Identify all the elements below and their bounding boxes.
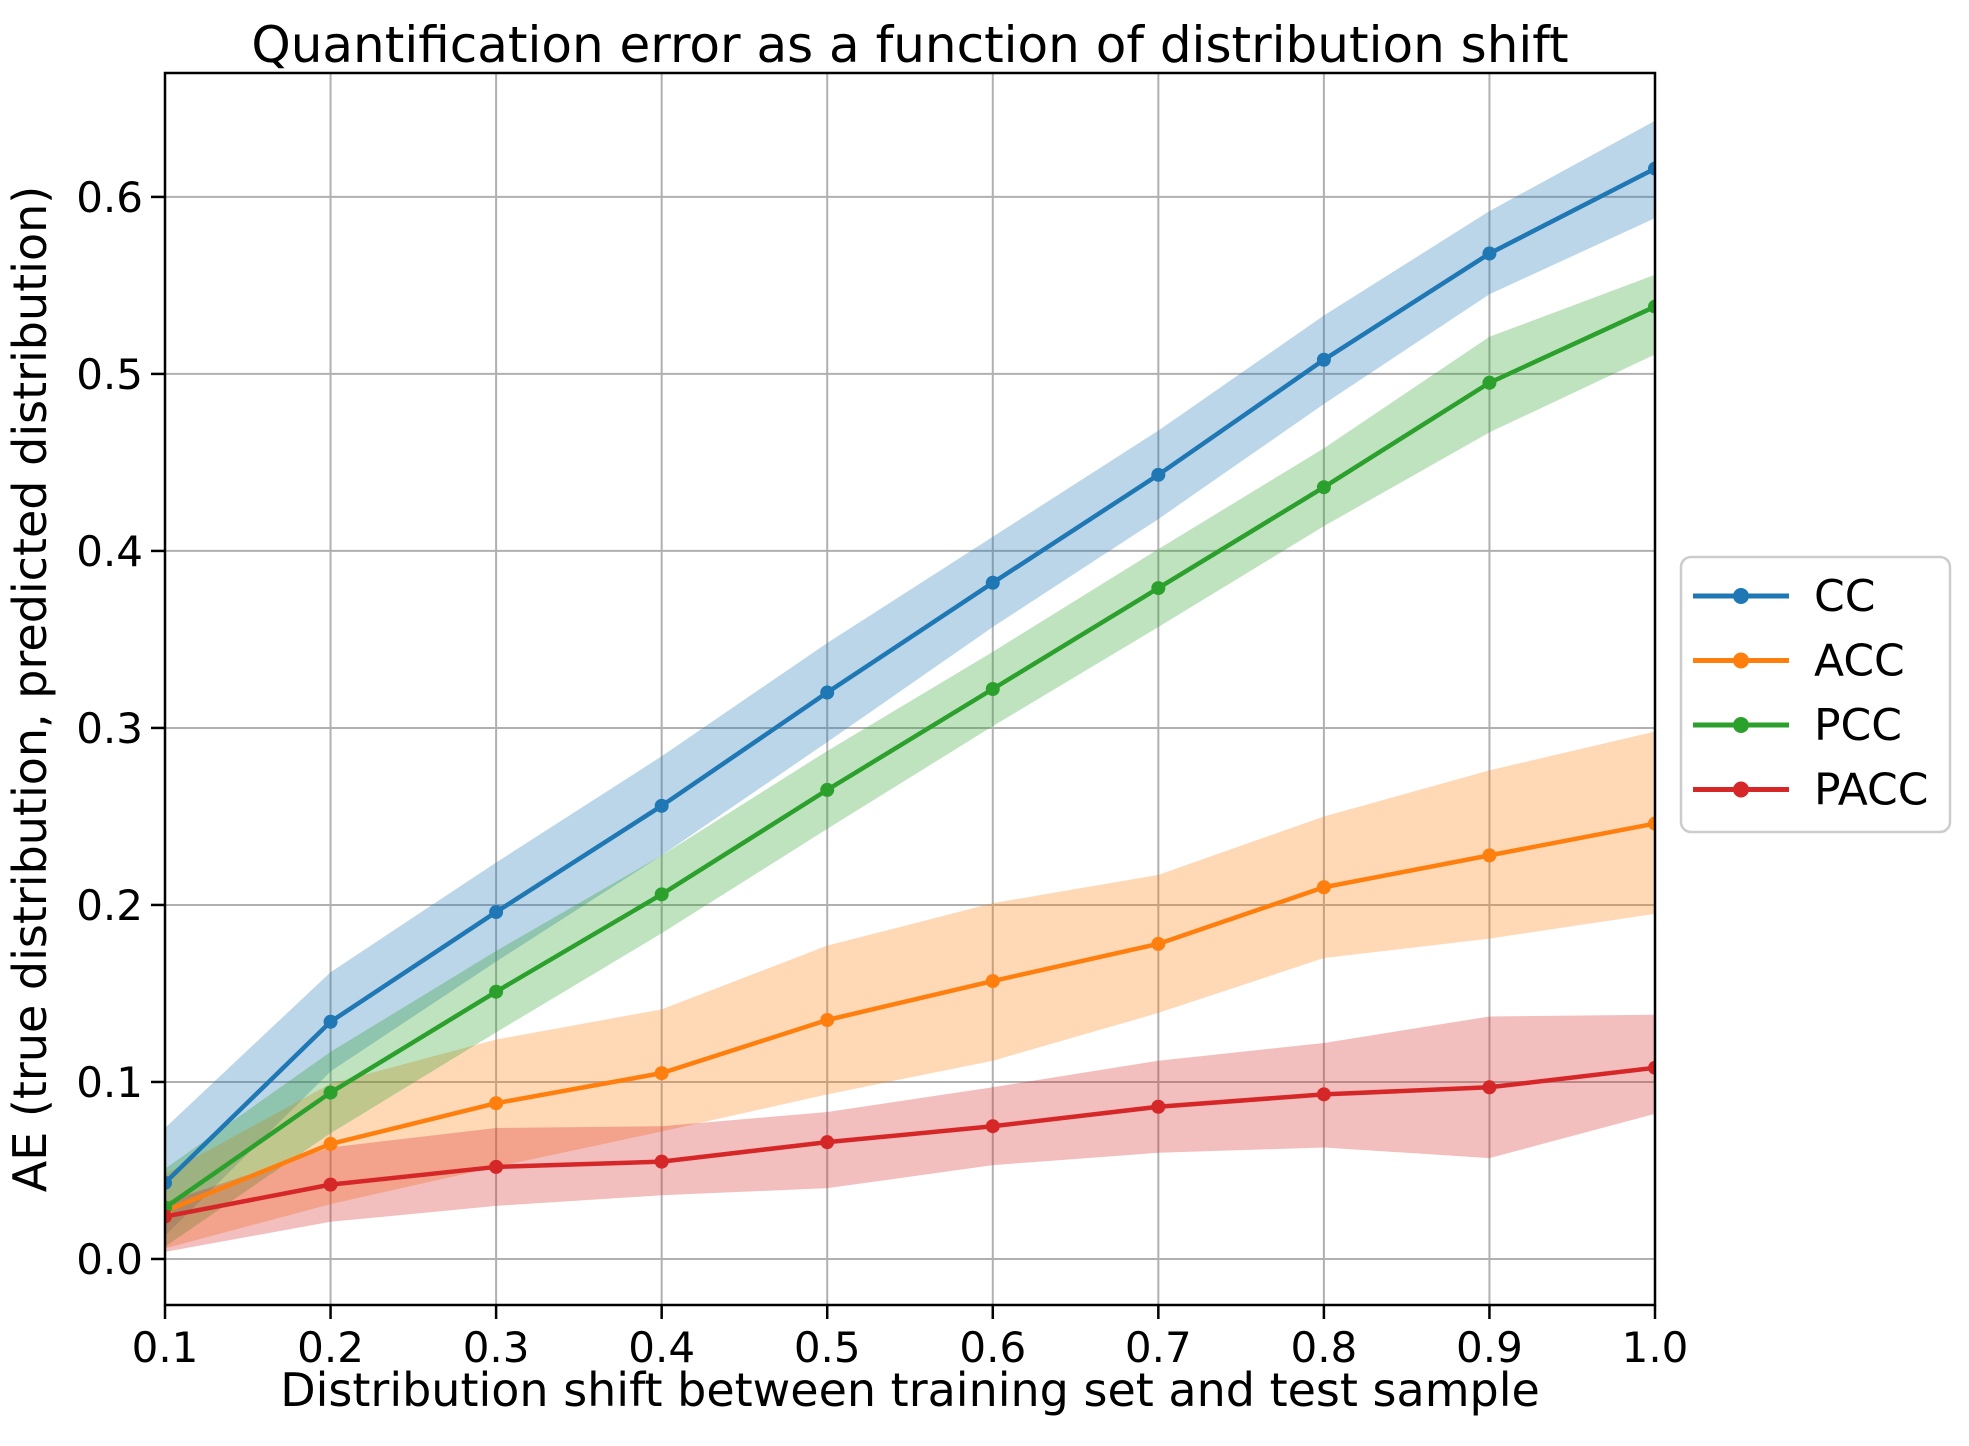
y-tick-label: 0.2 [76, 881, 143, 930]
x-tick-label: 0.5 [794, 1323, 861, 1372]
data-point-PACC [1648, 1060, 1655, 1075]
legend-item-label: CC [1814, 571, 1875, 622]
data-point-ACC [1151, 936, 1166, 951]
data-point-PCC [820, 782, 835, 797]
data-point-CC [1482, 246, 1497, 261]
data-point-CC [820, 685, 835, 700]
series-line-PACC [165, 1065, 1655, 1219]
data-point-PACC [1482, 1080, 1497, 1095]
x-tick-label: 0.6 [959, 1323, 1026, 1372]
data-point-CC [489, 905, 504, 920]
data-point-ACC [1482, 848, 1497, 863]
data-point-CC [323, 1014, 338, 1029]
y-tick-label: 0.0 [76, 1235, 143, 1284]
data-point-ACC [1648, 816, 1655, 831]
data-point-PACC [985, 1119, 1000, 1134]
ci-band-ACC [165, 731, 1655, 1249]
y-tick-label: 0.4 [76, 527, 143, 576]
legend-marker [1733, 588, 1749, 604]
data-point-CC [1648, 161, 1655, 176]
plot-border [163, 71, 1657, 1307]
x-tick-label: 0.3 [463, 1323, 530, 1372]
data-point-CC [1151, 467, 1166, 482]
data-point-PACC [165, 1209, 172, 1224]
data-point-PCC [985, 682, 1000, 696]
y-axis-label: AE (true distribution, predicted distrib… [3, 186, 57, 1192]
data-point-PCC [1316, 480, 1331, 495]
data-point-CC [165, 1175, 172, 1190]
data-point-PACC [654, 1154, 669, 1169]
series-line-CC [165, 166, 1655, 1186]
y-tick-label: 0.1 [76, 1058, 143, 1107]
data-point-CC [985, 575, 1000, 590]
legend-marker [1733, 652, 1749, 669]
x-tick-label: 0.1 [132, 1323, 199, 1372]
data-point-CC [654, 798, 669, 813]
data-point-PCC [1648, 299, 1655, 314]
x-axis-label: Distribution shift between training set … [280, 1363, 1540, 1417]
legend: CC ACC PCC PACC [1679, 555, 1952, 834]
series-lines [165, 166, 1655, 1219]
x-tick-label: 0.9 [1456, 1323, 1523, 1372]
axes-spines [163, 71, 1657, 1307]
legend-marker [1733, 717, 1749, 733]
ci-band-CC [165, 120, 1655, 1236]
data-point-PCC [1151, 581, 1166, 596]
data-point-PACC [323, 1177, 338, 1192]
data-point-ACC [489, 1096, 504, 1111]
data-point-PCC [654, 887, 669, 902]
data-point-ACC [323, 1136, 338, 1151]
y-tick-label: 0.3 [76, 704, 143, 753]
data-point-PACC [1151, 1099, 1166, 1114]
data-point-ACC [1316, 880, 1331, 895]
data-point-PCC [1482, 375, 1497, 390]
chart-title: Quantification error as a function of di… [251, 16, 1568, 74]
x-tick-label: 0.2 [297, 1323, 364, 1372]
x-tick-label: 0.8 [1290, 1323, 1357, 1372]
data-point-PACC [489, 1159, 504, 1174]
legend-box [1679, 555, 1952, 834]
legend-item-label: PACC [1814, 765, 1929, 816]
legend-item-label: ACC [1814, 636, 1905, 687]
data-point-ACC [654, 1066, 669, 1081]
x-tick-label: 0.7 [1125, 1323, 1192, 1372]
series-line-PCC [165, 304, 1655, 1210]
data-point-CC [1316, 352, 1331, 367]
data-point-PACC [820, 1135, 835, 1150]
series-line-ACC [165, 821, 1655, 1214]
data-point-ACC [820, 1013, 835, 1028]
axis-ticks: 0.1 0.2 0.3 0.4 0.5 0.6 0.7 0.8 0.9 1.0 0.0 0.1 0.2 0… [76, 173, 1688, 1372]
x-tick-label: 1.0 [1622, 1323, 1689, 1372]
data-point-ACC [985, 974, 1000, 989]
ci-band-PCC [165, 274, 1655, 1247]
x-tick-label: 0.4 [628, 1323, 695, 1372]
legend-item-label: PCC [1814, 700, 1902, 751]
data-point-PCC [323, 1085, 338, 1100]
y-tick-label: 0.5 [76, 350, 143, 399]
legend-marker [1733, 781, 1749, 798]
series-markers [165, 161, 1655, 1224]
data-point-PCC [489, 984, 504, 999]
data-point-PACC [1316, 1087, 1331, 1102]
confidence-bands [165, 120, 1655, 1252]
y-tick-label: 0.6 [76, 173, 143, 222]
